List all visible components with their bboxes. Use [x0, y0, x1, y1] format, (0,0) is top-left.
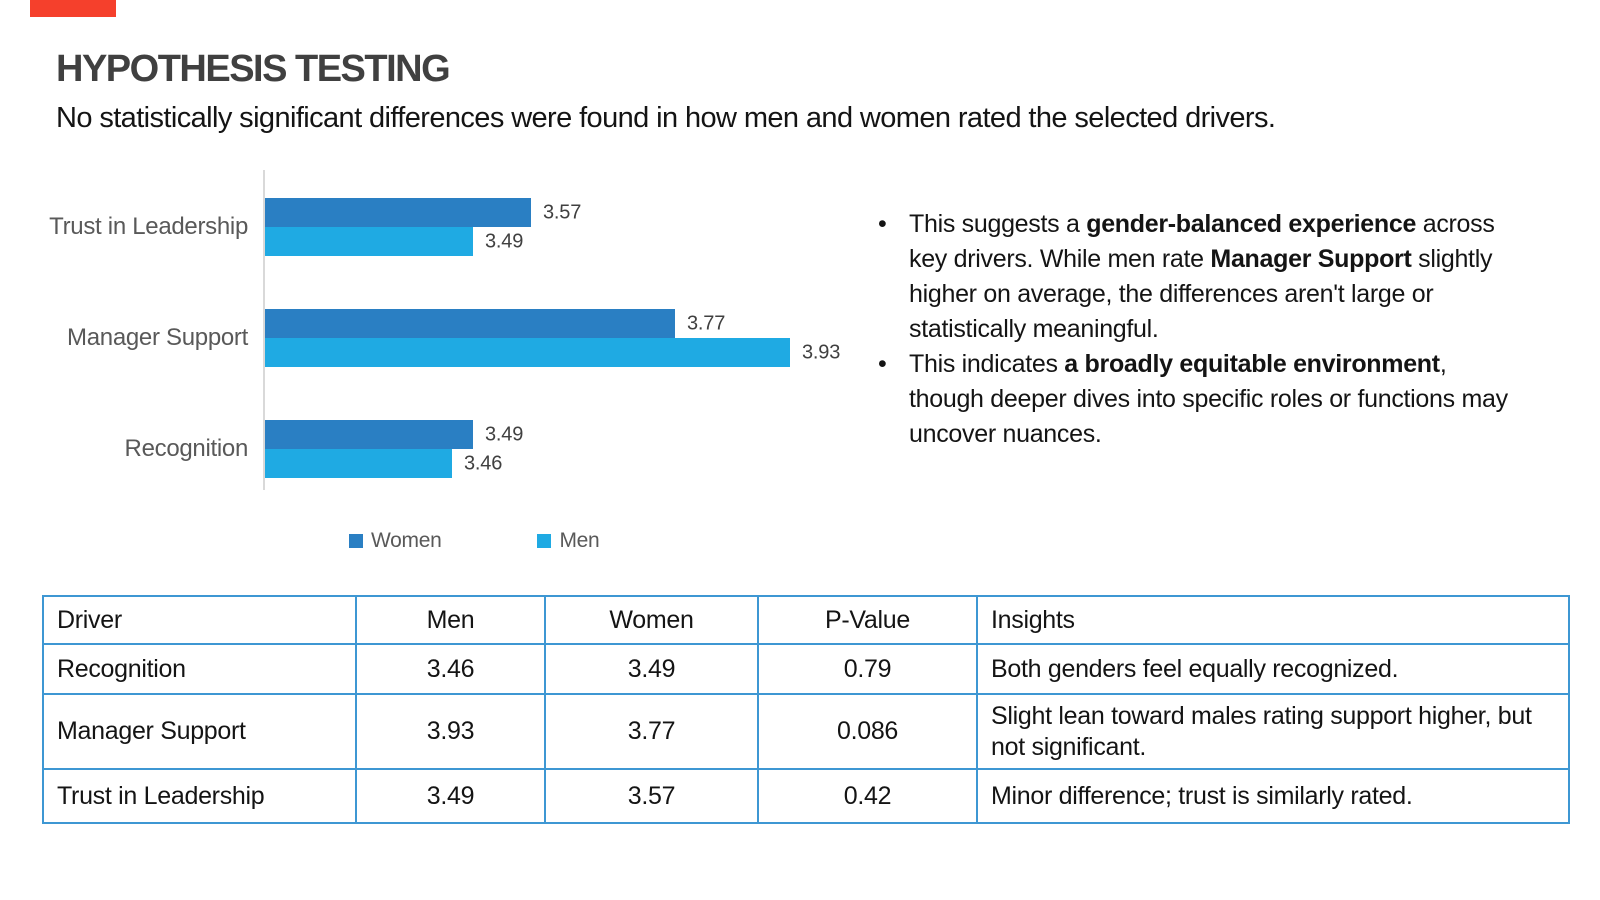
cell-insight: Minor difference; trust is similarly rat…	[976, 768, 1570, 824]
column-header-insights: Insights	[976, 595, 1570, 645]
cell-women: 3.49	[544, 643, 759, 695]
cell-driver: Recognition	[42, 643, 357, 695]
legend-label-men: Men	[559, 529, 600, 552]
legend-label-women: Women	[371, 529, 442, 552]
bar-men-manager-support: 3.93	[265, 338, 840, 367]
insight-bullet-2: This indicates a broadly equitable envir…	[872, 347, 1520, 452]
bar-women-recognition: 3.49	[265, 420, 523, 449]
cell-men: 3.46	[355, 643, 546, 695]
insight-text: slightly higher on average, the differen…	[909, 245, 1493, 343]
page-subtitle: No statistically significant differences…	[56, 102, 1276, 134]
slide-accent-mark	[30, 0, 116, 17]
category-label-trust-in-leadership: Trust in Leadership	[49, 213, 248, 240]
bar-chart-plot-area: 3.57 3.49 3.77 3.93 3.49 3.46	[263, 170, 840, 490]
table-row: Trust in Leadership 3.49 3.57 0.42 Minor…	[42, 768, 1570, 824]
cell-p-value: 0.086	[757, 693, 978, 770]
insight-text: across key drivers. While men rate	[909, 210, 1495, 273]
value-label: 3.57	[543, 201, 582, 223]
cell-driver: Trust in Leadership	[42, 768, 357, 824]
insight-text: This suggests a	[909, 210, 1087, 238]
cell-p-value: 0.42	[757, 768, 978, 824]
cell-men: 3.49	[355, 768, 546, 824]
column-header-driver: Driver	[42, 595, 357, 645]
bar-women-trust-in-leadership: 3.57	[265, 198, 581, 227]
insight-bullet-1: This suggests a gender-balanced experien…	[872, 207, 1520, 347]
insight-text: This indicates	[909, 350, 1065, 378]
insight-text-bold: gender-balanced experience	[1086, 210, 1417, 238]
cell-women: 3.57	[544, 768, 759, 824]
insight-text-bold: Manager Support	[1210, 245, 1412, 273]
cell-insight: Slight lean toward males rating support …	[976, 693, 1570, 770]
chart-legend: Women Men	[349, 529, 600, 553]
cell-men: 3.93	[355, 693, 546, 770]
value-label: 3.49	[485, 230, 524, 252]
legend-item-men: Men	[537, 529, 600, 553]
table-row: Recognition 3.46 3.49 0.79 Both genders …	[42, 643, 1570, 695]
bar-men-trust-in-leadership: 3.49	[265, 227, 523, 256]
page-title: HYPOTHESIS TESTING	[56, 48, 451, 90]
column-header-men: Men	[355, 595, 546, 645]
cell-women: 3.77	[544, 693, 759, 770]
value-label: 3.49	[485, 423, 524, 445]
table-row: Manager Support 3.93 3.77 0.086 Slight l…	[42, 693, 1570, 770]
value-label: 3.93	[802, 341, 841, 363]
insights-bullet-list: This suggests a gender-balanced experien…	[872, 207, 1520, 452]
category-label-manager-support: Manager Support	[67, 324, 248, 351]
bar-women-manager-support: 3.77	[265, 309, 725, 338]
column-header-women: Women	[544, 595, 759, 645]
column-header-p-value: P-Value	[757, 595, 978, 645]
legend-swatch-women-icon	[349, 534, 363, 548]
cell-insight: Both genders feel equally recognized.	[976, 643, 1570, 695]
legend-item-women: Women	[349, 529, 442, 553]
insight-text-bold: a broadly equitable environment	[1064, 350, 1440, 378]
table-header-row: Driver Men Women P-Value Insights	[42, 595, 1570, 645]
category-label-recognition: Recognition	[124, 435, 249, 462]
hypothesis-test-table: Driver Men Women P-Value Insights Recogn…	[42, 595, 1570, 824]
insight-text: , though deeper dives into specific role…	[909, 350, 1508, 448]
value-label: 3.46	[464, 452, 503, 474]
legend-swatch-men-icon	[537, 534, 552, 548]
bar-men-recognition: 3.46	[265, 449, 502, 478]
value-label: 3.77	[687, 312, 726, 334]
cell-p-value: 0.79	[757, 643, 978, 695]
cell-driver: Manager Support	[42, 693, 357, 770]
